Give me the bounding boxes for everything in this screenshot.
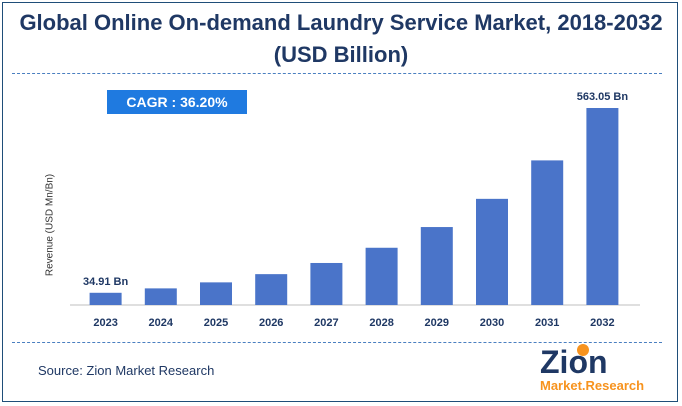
x-tick-label-2027: 2027: [314, 317, 338, 329]
source-text: Source: Zion Market Research: [38, 363, 215, 378]
x-tick-label-2032: 2032: [590, 317, 614, 329]
bar-2026: [255, 274, 288, 305]
x-tick-label-2028: 2028: [369, 317, 393, 329]
x-tick-label-2029: 2029: [425, 317, 449, 329]
zion-logo: Zion Market.Research: [535, 340, 645, 398]
bar-2024: [144, 288, 177, 305]
x-tick-label-2024: 2024: [149, 317, 174, 329]
footer-divider: [12, 342, 662, 343]
chart-subtitle: (USD Billion): [273, 42, 409, 67]
logo-word-market-research: Market.Research: [540, 378, 644, 393]
chart-title: Global Online On-demand Laundry Service …: [19, 10, 663, 35]
bar-2025: [200, 282, 232, 305]
x-tick-label-2030: 2030: [480, 317, 504, 329]
bar-2031: [531, 160, 564, 305]
bar-2032: [586, 108, 619, 305]
bar-2023: [89, 292, 122, 305]
x-tick-label-2023: 2023: [93, 317, 117, 329]
bar-2029: [420, 227, 453, 305]
x-tick-label-2025: 2025: [204, 317, 228, 329]
bar-2027: [310, 262, 343, 305]
x-tick-label-2031: 2031: [535, 317, 559, 329]
bar-2030: [476, 198, 508, 305]
cagr-badge: CAGR : 36.20%: [107, 90, 247, 114]
chart-frame: [2, 2, 678, 402]
logo-word-zion: Zion: [540, 344, 608, 380]
data-label-2032: 563.05 Bn: [577, 91, 629, 103]
x-tick-label-2026: 2026: [259, 317, 283, 329]
title-divider: [12, 73, 662, 74]
bar-2028: [365, 247, 398, 305]
logo-dot-icon: [577, 344, 589, 356]
data-label-2023: 34.91 Bn: [83, 276, 129, 288]
